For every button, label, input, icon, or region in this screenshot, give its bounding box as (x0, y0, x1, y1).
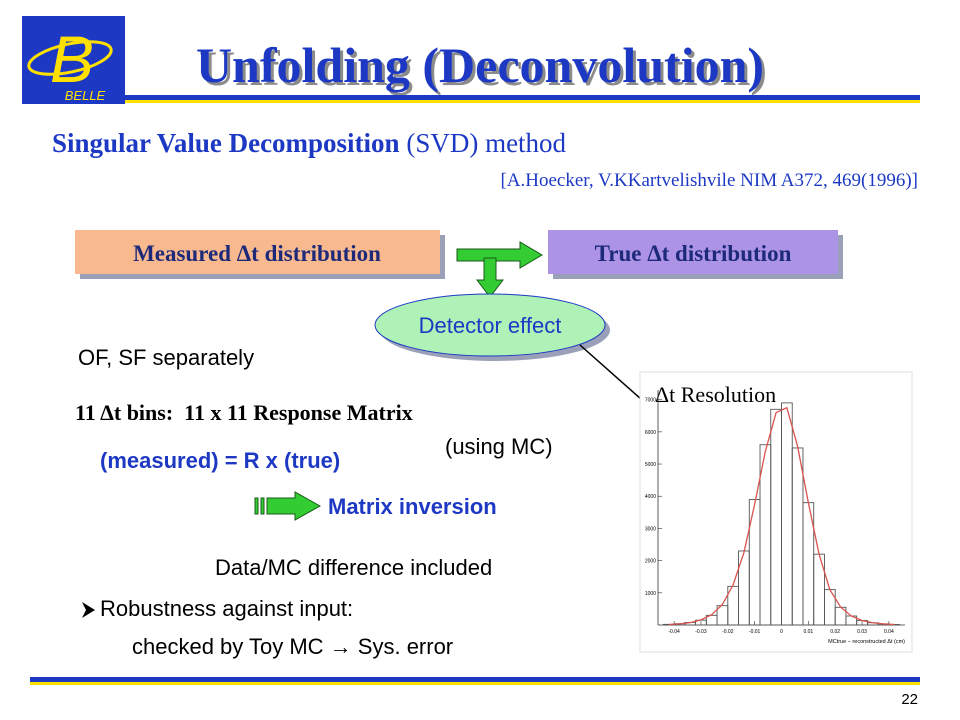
x-tick-label: -0.03 (695, 629, 707, 635)
method-rest: (SVD) method (400, 128, 567, 158)
histogram: 1000 2000 3000 4000 5000 6000 7000 -0.04 -0.03 -0… (645, 390, 905, 645)
inset-frame (639, 371, 913, 653)
rule (125, 95, 920, 100)
arrow-right (456, 241, 543, 269)
footer-rule (30, 677, 920, 682)
logo-ring (27, 40, 113, 76)
robustness: Robustness against input: (100, 596, 353, 621)
separately: OF, SF separately (78, 345, 254, 370)
logo-letter: B (50, 22, 94, 96)
detector-ellipse (374, 293, 606, 357)
resolution-label: Δt Resolution (655, 382, 776, 407)
inversion: Matrix inversion (328, 494, 497, 519)
y-tick-label: 3000 (645, 526, 656, 532)
y-tick-label: 2000 (645, 559, 656, 565)
y-tick-label: 6000 (645, 430, 656, 436)
rule (125, 100, 920, 103)
x-tick-label: -0.04 (668, 629, 680, 635)
difference: Data/MC difference included (215, 555, 492, 580)
arrow-down (475, 257, 505, 298)
citation: [A.Hoecker, V.KKartvelishvile NIM A372, … (500, 170, 918, 191)
method-bold: Singular Value Decomposition (52, 128, 400, 158)
logo-text: BELLE (65, 88, 106, 103)
arrow-inversion (254, 491, 322, 521)
x-tick-label: -0.02 (722, 629, 734, 635)
y-tick-label: 5000 (645, 462, 656, 468)
title-shadow: Unfolding (Deconvolution) (199, 40, 767, 96)
title: Unfolding (Deconvolution) (196, 37, 764, 93)
x-tick-label: -0.01 (749, 629, 761, 635)
x-tick-label: 0.02 (830, 629, 840, 635)
footer-rule (30, 682, 920, 685)
box-measured (75, 230, 440, 274)
x-tick-label: 0.04 (884, 629, 894, 635)
box-measured-text: Measured Δt distribution (133, 241, 381, 266)
y-tick-label: 7000 (645, 398, 656, 404)
x-tick-label: 0.03 (857, 629, 867, 635)
bullet (82, 602, 95, 618)
y-tick-label: 4000 (645, 494, 656, 500)
detector-text: Detector effect (419, 313, 562, 338)
x-tick-label: 0.01 (803, 629, 813, 635)
box-true-text: True Δt distribution (595, 241, 792, 266)
method: Singular Value Decomposition (SVD) metho… (52, 128, 567, 158)
using-mc: (using MC) (445, 434, 553, 459)
page-number: 22 (901, 691, 918, 708)
equation: (measured) = R x (true) (100, 448, 340, 473)
box-true (548, 230, 838, 274)
x-axis-label: MCtrue − reconstructed Δt (cm) (828, 639, 905, 645)
bins-line: 11 Δt bins: 11 x 11 Response Matrix (75, 400, 413, 425)
logo-bg (22, 16, 125, 104)
fit-curve (668, 406, 895, 626)
y-tick-label: 1000 (645, 591, 656, 597)
x-tick-label: 0 (780, 629, 783, 635)
checked: checked by Toy MC → Sys. error (132, 634, 453, 659)
